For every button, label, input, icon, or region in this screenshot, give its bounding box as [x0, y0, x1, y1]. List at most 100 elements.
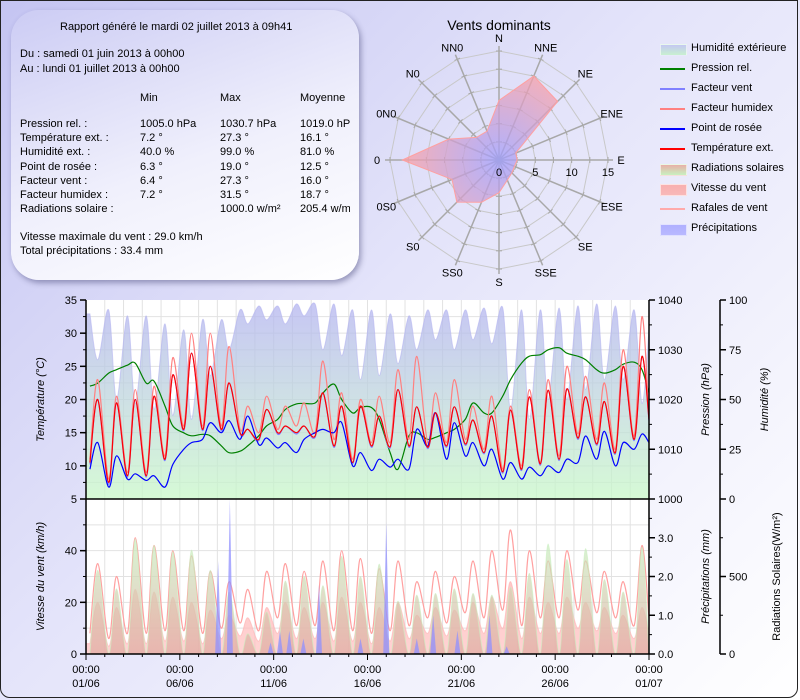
precipitation-bar — [454, 630, 461, 654]
radar-direction-label: S0 — [406, 241, 419, 253]
report-row-min: 6.4 ° — [140, 174, 163, 187]
axis-tick-label: 35 — [65, 295, 77, 307]
axis-tick-label: 0.0 — [658, 649, 673, 661]
radar-tick — [432, 221, 438, 227]
report-row-avg: 205.4 w/m² — [300, 203, 350, 216]
x-tick-date: 26/06 — [541, 678, 569, 690]
radar-tick — [413, 191, 417, 198]
radar-tick — [445, 106, 451, 112]
legend-label: Pression rel. — [691, 62, 753, 74]
series-radiations-solaires — [86, 538, 649, 654]
legend-label: Vitesse du vent — [691, 182, 767, 194]
axis-tick-label: 25 — [729, 444, 741, 456]
radar-tick — [516, 208, 523, 212]
radar-direction-label: ENE — [600, 108, 623, 120]
x-tick-date: 06/06 — [166, 678, 194, 690]
radar-tick — [573, 234, 579, 240]
legend-label: Radiations solaires — [691, 162, 784, 174]
radar-area — [401, 75, 559, 203]
radar-direction-label: 0S0 — [376, 202, 396, 214]
report-row-max: 31.5 ° — [220, 189, 249, 201]
radar-tick — [454, 259, 461, 263]
legend-item: Rafales de vent — [660, 200, 800, 218]
precipitation-bar — [215, 561, 222, 654]
legend-item: Facteur humidex — [660, 100, 800, 118]
report-row-avg: 81.0 % — [300, 146, 335, 159]
legend-swatch — [660, 88, 685, 90]
legend-swatch — [660, 44, 687, 56]
report-row-avg: 1019.0 hPa — [300, 118, 350, 130]
axis-tick-label: 3.0 — [658, 533, 673, 545]
radar-tick — [522, 183, 528, 189]
report-row-label: Facteur vent : — [20, 174, 88, 187]
x-tick-hour: 00:00 — [635, 664, 663, 676]
axis-tick-label: 0 — [729, 494, 735, 506]
x-tick-date: 16/06 — [354, 678, 382, 690]
x-tick-hour: 00:00 — [72, 664, 100, 676]
report-row-min: 7.2 ° — [140, 132, 163, 145]
precipitation-bar — [486, 615, 493, 654]
series-facteur-humidex — [89, 315, 649, 480]
radar-tick — [396, 115, 400, 122]
radar-tick — [598, 198, 602, 205]
report-row-label: Pression rel. : — [20, 118, 88, 130]
report-title: Rapport généré le mardi 02 juillet 2013 … — [60, 21, 293, 33]
legend-swatch — [660, 184, 687, 196]
radar-spoke — [498, 159, 581, 242]
radar-tick — [461, 74, 468, 78]
series-pression-rel — [89, 347, 649, 471]
legend-item: Radiations solaires — [660, 160, 800, 178]
legend-item: Température ext. — [660, 140, 800, 158]
column-moyenne: Moyenne — [300, 92, 346, 104]
legend-item: Vitesse du vent — [660, 180, 800, 198]
radar-tick — [564, 184, 568, 191]
radar-tick — [475, 108, 482, 112]
axis-title-right2: Radiations Solaires(W/m²) — [771, 512, 783, 640]
radar-tick — [523, 225, 530, 229]
radar-tick — [564, 129, 568, 136]
radar-tick — [432, 93, 438, 99]
radar-tick — [468, 91, 475, 95]
radar-tick — [470, 131, 476, 137]
radar-tick — [413, 122, 417, 129]
radar-tick — [514, 163, 518, 170]
legend-label: Rafales de vent — [691, 202, 768, 214]
axis-tick-label: 1020 — [658, 395, 682, 407]
radar-tick — [430, 129, 434, 136]
radar-tick — [457, 118, 463, 124]
legend-swatch — [660, 68, 685, 70]
radar-tick — [475, 208, 482, 212]
radar-title: Vents dominants — [447, 17, 551, 33]
legend-item: Humidité extérieure — [660, 40, 800, 58]
column-min: Min — [140, 92, 158, 104]
radar-direction-label: N — [495, 33, 503, 45]
radar-tick — [598, 115, 602, 122]
legend-item: Point de rosée — [660, 120, 800, 138]
radar-direction-label: SSE — [535, 268, 557, 280]
radar-tick — [530, 143, 535, 150]
legend-swatch — [660, 224, 687, 236]
axis-title-right1: Pression (hPa) — [700, 363, 712, 436]
radar-tick — [537, 259, 544, 263]
report-row-max: 27.3 ° — [220, 174, 249, 187]
radar-tick — [560, 93, 566, 99]
precipitation-bar — [226, 499, 233, 654]
radar-direction-label: NE — [578, 69, 593, 81]
radar-tick — [461, 242, 468, 246]
max-wind-speed: Vitesse maximale du vent : 29.0 km/h — [20, 231, 203, 243]
report-row-avg: 16.1 ° — [300, 132, 329, 145]
radar-spoke — [498, 159, 605, 205]
radar-r-tick-label: 5 — [532, 167, 538, 179]
report-row-max: 99.0 % — [220, 146, 255, 159]
radar-tick — [530, 242, 537, 246]
precipitation-bar — [300, 638, 307, 654]
report-row-label: Point de rosée : — [20, 160, 98, 173]
axis-tick-label: 40 — [65, 546, 77, 558]
report-to: Au : lundi 01 juillet 2013 à 00h00 — [20, 63, 180, 75]
report-row-min: 40.0 % — [140, 146, 175, 159]
legend-swatch — [660, 108, 685, 110]
report-row-max: 1000.0 w/m² — [220, 203, 281, 216]
radar-tick — [530, 170, 535, 177]
legend-item: Précipitations — [660, 220, 800, 238]
